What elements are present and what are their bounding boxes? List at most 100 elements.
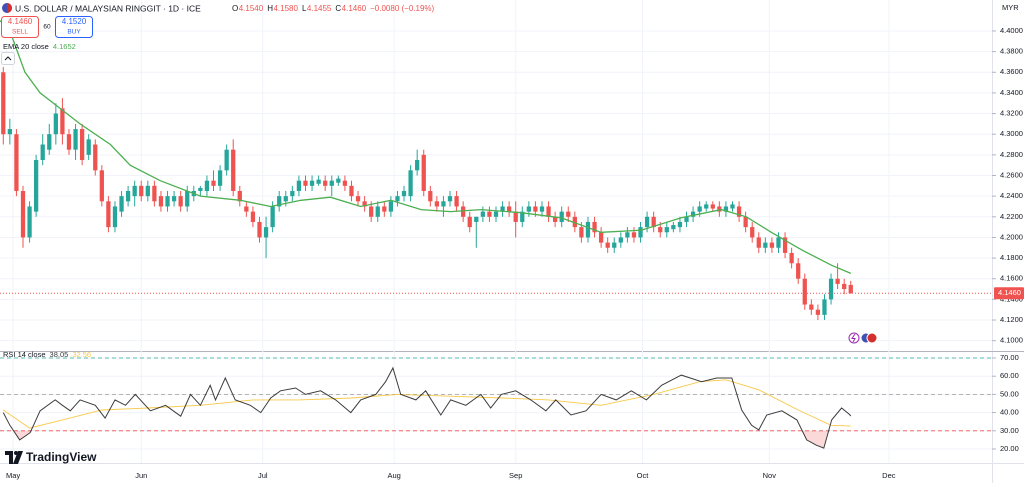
candle-body [40, 144, 45, 161]
event-icons[interactable] [848, 332, 878, 344]
symbol-icon [2, 3, 12, 13]
y-tick-label: 20.00 [1000, 444, 1019, 453]
buy-button[interactable]: 4.1520 BUY [55, 16, 93, 38]
candle-body [408, 170, 413, 197]
candle-body [14, 134, 19, 191]
candle-body [625, 232, 630, 238]
candle-body [572, 216, 577, 228]
candle-body [1, 72, 6, 135]
readout-label: O [232, 4, 238, 13]
price-pane [0, 20, 853, 321]
candle-body [316, 179, 321, 184]
candle-body [684, 216, 689, 222]
candle-body [355, 196, 361, 202]
candle-body [329, 180, 334, 186]
candle-body [415, 160, 420, 171]
candle-body [244, 206, 249, 212]
sell-button[interactable]: 4.1460 SELL [1, 16, 39, 38]
y-tick-label: 4.3000 [1000, 129, 1023, 138]
candle-body [717, 206, 722, 212]
candle-body [467, 216, 472, 228]
collapse-button[interactable] [1, 52, 15, 65]
candle-body [27, 206, 32, 238]
y-tick-label: 4.1600 [1000, 274, 1023, 283]
rsi-pane [0, 357, 992, 449]
candle-body [710, 204, 715, 209]
readout-value: −0.0080 (−0.19%) [370, 4, 434, 13]
candle-body [526, 206, 531, 212]
y-tick-label: 4.4000 [1000, 26, 1023, 35]
candle-body [296, 180, 302, 191]
candle-body [750, 227, 755, 238]
candle-body [79, 129, 85, 161]
candle-body [369, 206, 374, 217]
y-tick-label: 4.2000 [1000, 232, 1023, 241]
candle-body [47, 134, 52, 150]
candle-body [697, 206, 702, 212]
candle-body [658, 227, 663, 233]
readout-label: L [302, 4, 307, 13]
y-tick-label: 4.2800 [1000, 150, 1023, 159]
candle-body [290, 190, 295, 197]
candle-body [33, 160, 39, 212]
candle-body [848, 284, 853, 294]
readout-label: C [335, 4, 341, 13]
candle-body [552, 216, 558, 222]
candle-body [395, 196, 400, 202]
y-tick-label: 4.2200 [1000, 212, 1023, 221]
candle-body [644, 216, 650, 228]
grid [0, 0, 992, 463]
x-tick-label: May [6, 471, 20, 480]
readout-value: 4.1580 [273, 4, 298, 13]
candle-body [664, 227, 669, 233]
candle-body [434, 201, 440, 207]
x-tick-label: Dec [882, 471, 896, 480]
candle-body [204, 180, 210, 191]
candle-body [822, 299, 827, 315]
candle-body [493, 211, 499, 217]
y-tick-label: 4.2600 [1000, 170, 1023, 179]
candle-body [539, 206, 545, 212]
rsi-line [2, 366, 852, 449]
candle-body [828, 278, 834, 300]
candle-body [277, 196, 282, 207]
candle-body [401, 190, 407, 197]
readout-value: 4.1455 [307, 4, 332, 13]
y-tick-label: 4.1800 [1000, 253, 1023, 262]
candle-body [500, 206, 505, 212]
candle-body [112, 206, 118, 228]
sell-label: SELL [12, 29, 28, 36]
x-tick-label: Aug [387, 471, 400, 480]
candle-body [323, 180, 328, 186]
candle-body [566, 211, 571, 217]
candle-body [283, 196, 288, 202]
y-tick-label: 50.00 [1000, 389, 1019, 398]
candle-body [421, 154, 426, 191]
candle-body [336, 178, 341, 183]
candle-body [66, 134, 72, 150]
candle-body [349, 185, 354, 197]
candle-body [835, 278, 840, 284]
x-tick-label: Oct [637, 471, 650, 480]
candle-body [73, 129, 78, 150]
candle-body [671, 225, 676, 230]
marks [0, 20, 992, 449]
candle-body [60, 108, 65, 135]
candle-body [139, 185, 144, 197]
candle-body [53, 113, 58, 135]
y-tick-label: 30.00 [1000, 426, 1019, 435]
candle-body [585, 221, 591, 238]
readout-label: H [267, 4, 273, 13]
candle-body [769, 242, 775, 248]
candle-body [106, 201, 111, 228]
y-tick-label: 60.00 [1000, 371, 1019, 380]
x-tick-label: Nov [763, 471, 777, 480]
candle-body [231, 149, 236, 191]
candle-body [815, 309, 821, 315]
sell-price: 4.1460 [8, 17, 33, 26]
brand: TradingView [26, 450, 97, 464]
candle-body [20, 190, 26, 238]
last-price-label: 4.1460 [998, 288, 1021, 297]
candle-body [507, 206, 512, 212]
ohlc-readout: O 4.1540 H 4.1580 L 4.1455 C 4.1460 −0.0080 (−0.… [232, 4, 435, 13]
